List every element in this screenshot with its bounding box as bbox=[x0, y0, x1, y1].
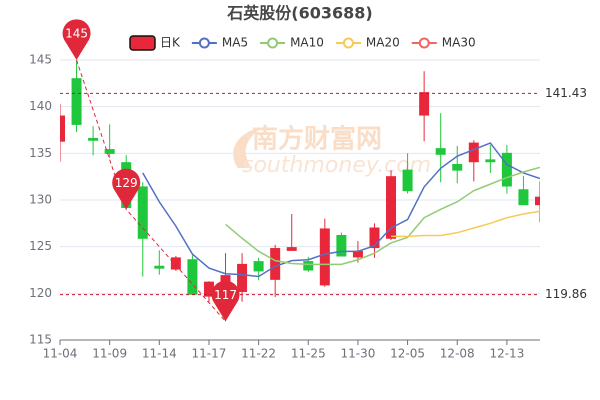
legend-icon bbox=[129, 35, 156, 51]
candle-body bbox=[286, 247, 297, 251]
mark-point-label: 117 bbox=[214, 288, 237, 302]
mark-point-pin bbox=[112, 168, 141, 210]
candle-body bbox=[452, 164, 463, 171]
x-tick-label: 11-17 bbox=[192, 347, 227, 361]
mark-point-pin bbox=[62, 19, 91, 60]
watermark-cn: 南方财富网 bbox=[252, 124, 382, 155]
candle-body bbox=[518, 189, 529, 206]
candle-body bbox=[187, 259, 198, 295]
ma-line bbox=[225, 166, 540, 266]
mark-point-pin bbox=[211, 280, 240, 322]
candle-body bbox=[104, 149, 115, 154]
y-tick-label: 140 bbox=[29, 99, 52, 113]
x-tick-label: 12-05 bbox=[390, 347, 425, 361]
legend-label: 日K bbox=[160, 36, 181, 50]
candle-body bbox=[386, 176, 397, 239]
ma-line bbox=[142, 142, 540, 278]
candle-body bbox=[319, 228, 330, 286]
legend-icon bbox=[342, 37, 354, 49]
mark-point-label: 129 bbox=[115, 176, 138, 190]
legend-label: MA20 bbox=[366, 36, 400, 50]
candle-body bbox=[336, 234, 347, 257]
candle-body bbox=[137, 186, 148, 239]
legend-icon bbox=[198, 37, 210, 49]
legend-label: MA5 bbox=[222, 36, 248, 50]
x-tick-label: 11-25 bbox=[291, 347, 326, 361]
x-tick-label: 11-14 bbox=[142, 347, 177, 361]
candle-body bbox=[485, 159, 496, 163]
candle-body bbox=[270, 248, 281, 280]
candle-body bbox=[71, 78, 82, 125]
x-tick-label: 11-30 bbox=[340, 347, 375, 361]
legend-label: MA10 bbox=[290, 36, 324, 50]
candle-body bbox=[154, 265, 165, 269]
ma-line bbox=[391, 210, 540, 238]
x-tick-label: 12-13 bbox=[489, 347, 524, 361]
candle-body bbox=[352, 250, 363, 258]
candle-body bbox=[501, 152, 512, 187]
watermark-en: southmoney.com bbox=[242, 153, 431, 178]
y-tick-label: 130 bbox=[29, 193, 52, 207]
mark-line-label: 141.43 bbox=[545, 86, 587, 100]
candle-body bbox=[419, 92, 430, 116]
mark-line-label: 119.86 bbox=[545, 287, 587, 301]
mark-point-label: 145 bbox=[65, 27, 88, 41]
x-tick-label: 11-04 bbox=[43, 347, 78, 361]
watermark-logo bbox=[233, 128, 262, 168]
y-tick-label: 125 bbox=[29, 239, 52, 253]
candle-body bbox=[435, 148, 446, 155]
candle-body bbox=[535, 196, 540, 206]
y-tick-label: 120 bbox=[29, 286, 52, 300]
candle-body bbox=[237, 263, 248, 292]
y-tick-label: 145 bbox=[29, 53, 52, 67]
candle-body bbox=[303, 261, 314, 271]
watermark: 南方财富网 southmoney.com bbox=[233, 124, 431, 178]
y-tick-label: 135 bbox=[29, 146, 52, 160]
candle-body bbox=[402, 169, 413, 192]
candle-body bbox=[88, 137, 99, 141]
legend-icon bbox=[267, 37, 279, 49]
legend-label: MA30 bbox=[442, 36, 476, 50]
y-tick-label: 115 bbox=[29, 333, 52, 347]
x-tick-label: 11-09 bbox=[92, 347, 127, 361]
candle-body bbox=[170, 257, 181, 270]
candle-body bbox=[60, 115, 65, 142]
candle-body bbox=[468, 142, 479, 163]
chart-title: 石英股份(603688) bbox=[226, 4, 372, 23]
mark-point-link bbox=[76, 59, 226, 322]
candle-body bbox=[369, 227, 380, 249]
legend-icon bbox=[418, 37, 430, 49]
x-tick-label: 12-08 bbox=[440, 347, 475, 361]
x-tick-label: 11-22 bbox=[241, 347, 276, 361]
candle-body bbox=[253, 261, 264, 272]
